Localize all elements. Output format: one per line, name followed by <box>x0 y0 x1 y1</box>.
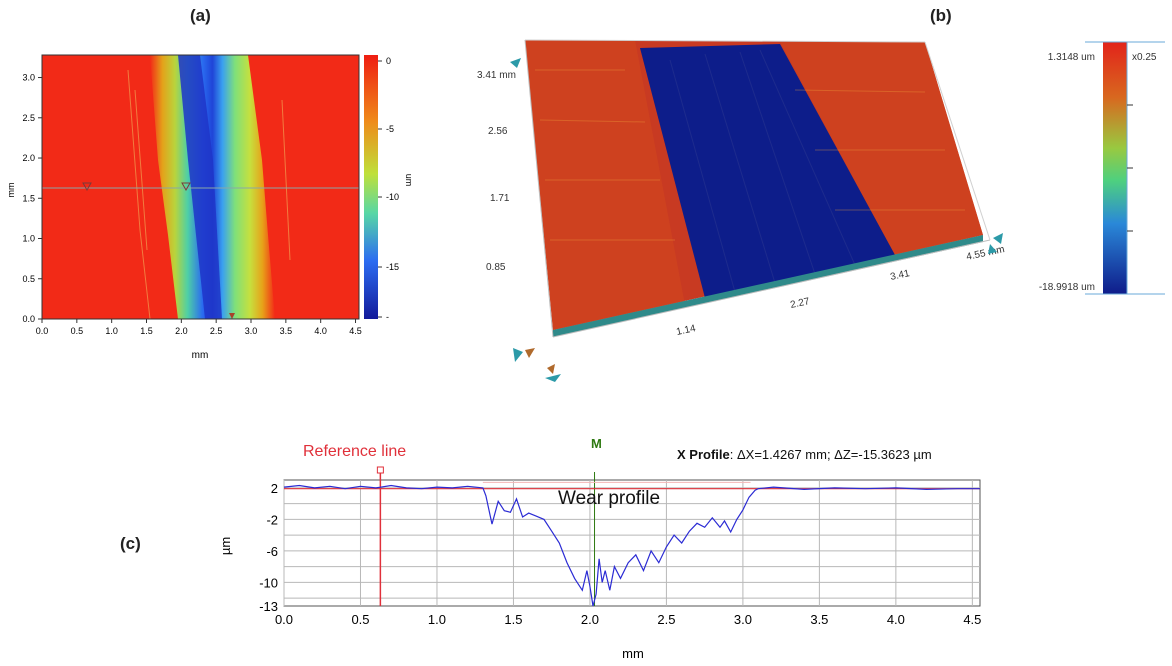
cursor-marker-mid[interactable] <box>181 182 191 192</box>
profile-header-values: : ΔX=1.4267 mm; ΔZ=-15.3623 µm <box>729 447 932 462</box>
rotate-handle-top-left-icon[interactable] <box>510 58 521 68</box>
width-tick-2: 2.27 <box>789 296 811 311</box>
map-x-tick-label: 3.5 <box>280 326 293 336</box>
map-x-tick-label: 1.0 <box>105 326 118 336</box>
profile-x-tick-label: 1.5 <box>504 612 522 627</box>
reference-line-label: Reference line <box>303 443 407 460</box>
map-y-tick-label: 2.0 <box>22 153 35 163</box>
map-y-tick-label: 3.0 <box>22 73 35 83</box>
profile-y-tick-label: -10 <box>259 575 278 590</box>
height-scale-bar <box>1103 42 1127 294</box>
profile-x-tick-label: 0.5 <box>351 612 369 627</box>
wear-channel-3d <box>640 44 895 298</box>
map-y-tick-label: 0.5 <box>22 274 35 284</box>
profile-y-ticks: 2 -2 -6 -10 -13 <box>259 481 278 614</box>
plate-edge <box>553 235 983 337</box>
height-map-2d: 3.0 2.5 2.0 1.5 1.0 0.5 0.0 0.0 0.5 1.0 1.5 2.0 2.5… <box>6 54 414 361</box>
map-x-tick-label: 4.5 <box>349 326 362 336</box>
map-y-ticks: 3.0 2.5 2.0 1.5 1.0 0.5 0.0 <box>22 73 42 324</box>
map-x-tick-label: 2.0 <box>175 326 188 336</box>
map-x-tick-label: 0.0 <box>36 326 49 336</box>
profile-y-tick-label: -2 <box>266 512 278 527</box>
cursor-marker-bottom[interactable] <box>229 313 235 319</box>
map-colorbar-label: um <box>404 174 414 187</box>
map-y-tick-label: 2.5 <box>22 113 35 123</box>
panel-a-label: (a) <box>190 6 211 25</box>
profile-x-label: mm <box>622 646 644 661</box>
depth-corner-label: 3.41 mm <box>477 70 516 81</box>
profile-x-tick-label: 4.5 <box>963 612 981 627</box>
map-y-tick-label: 1.0 <box>22 234 35 244</box>
profile-x-tick-label: 1.0 <box>428 612 446 627</box>
profile-plot-area <box>283 479 981 607</box>
depth-axis <box>524 39 554 338</box>
profile-x-tick-label: 0.0 <box>275 612 293 627</box>
profile-x-ticks: 0.0 0.5 1.0 1.5 2.0 2.5 3.0 3.5 4.0 4.5 <box>275 612 981 627</box>
x-profile-chart: 2 -2 -6 -10 -13 0.0 0.5 1.0 1.5 2.0 2.5 3.0 3.5 4.0 4… <box>220 466 981 661</box>
map-x-tick-label: 0.5 <box>71 326 84 336</box>
depth-tick-2: 1.71 <box>490 193 510 204</box>
wear-profile-annotation: Wear profile <box>558 488 660 509</box>
profile-x-tick-label: 2.5 <box>657 612 675 627</box>
width-end-label: 4.55 mm <box>965 244 1005 263</box>
map-x-tick-label: 4.0 <box>314 326 327 336</box>
map-x-tick-label: 1.5 <box>140 326 153 336</box>
depth-tick-3: 0.85 <box>486 262 506 273</box>
profile-y-tick-label: -6 <box>266 544 278 559</box>
wear-track-deep <box>178 55 222 319</box>
map-colorbar-tick-label: -5 <box>386 124 394 134</box>
map-colorbar-tick-label: -15 <box>386 262 399 272</box>
marker-label: M <box>591 436 602 451</box>
surface-left <box>525 40 685 330</box>
rotate-handle-bottom-icon[interactable] <box>513 348 561 382</box>
profile-x-tick-label: 3.0 <box>734 612 752 627</box>
reference-line-handle[interactable] <box>376 466 384 474</box>
profile-grid <box>283 479 981 607</box>
map-y-tick-label: 0.0 <box>22 314 35 324</box>
panel-b-label: (b) <box>930 6 952 25</box>
surface-right <box>780 42 983 255</box>
profile-series-line <box>283 484 980 607</box>
profile-y-tick-label: -13 <box>259 599 278 614</box>
cursor-marker-left[interactable] <box>82 182 92 192</box>
surface-3d: 3.41 mm 2.56 1.71 0.85 1.14 2.27 3.41 4.… <box>477 39 1165 382</box>
depth-tick-1: 2.56 <box>488 126 508 137</box>
profile-y-tick-label: 2 <box>271 481 278 496</box>
profile-x-tick-label: 4.0 <box>887 612 905 627</box>
map-colorbar-ticks: 0 -5 -10 -15 - <box>378 56 399 322</box>
map-colorbar-tick-label: 0 <box>386 56 391 66</box>
profile-header-title: X Profile <box>677 447 730 462</box>
map-colorbar-tick-label: -10 <box>386 192 399 202</box>
scale-min-label: -18.9918 um <box>1039 282 1095 293</box>
map-colorbar-tick-label: - <box>386 312 389 322</box>
scale-max-label: 1.3148 um <box>1048 52 1095 63</box>
map-y-tick-label: 1.5 <box>22 193 35 203</box>
width-axis <box>552 239 991 338</box>
width-tick-1: 1.14 <box>675 323 697 338</box>
map-x-tick-label: 3.0 <box>245 326 258 336</box>
profile-x-tick-label: 3.5 <box>810 612 828 627</box>
map-x-tick-label: 2.5 <box>210 326 223 336</box>
width-tick-3: 3.41 <box>889 268 911 283</box>
map-y-label: mm <box>6 183 16 198</box>
map-colorbar <box>364 55 378 319</box>
rotate-handle-right-icon[interactable] <box>988 233 1003 254</box>
scale-factor-label[interactable]: x0.25 <box>1132 52 1157 63</box>
panel-c-label: (c) <box>120 534 141 553</box>
profile-y-label: µm <box>220 537 233 555</box>
map-frame <box>41 54 360 320</box>
map-x-ticks: 0.0 0.5 1.0 1.5 2.0 2.5 3.0 3.5 4.0 4.5 <box>36 319 362 336</box>
profile-x-tick-label: 2.0 <box>581 612 599 627</box>
map-x-label: mm <box>192 350 209 361</box>
profile-header: X Profile: ΔX=1.4267 mm; ΔZ=-15.3623 µm <box>677 447 932 462</box>
